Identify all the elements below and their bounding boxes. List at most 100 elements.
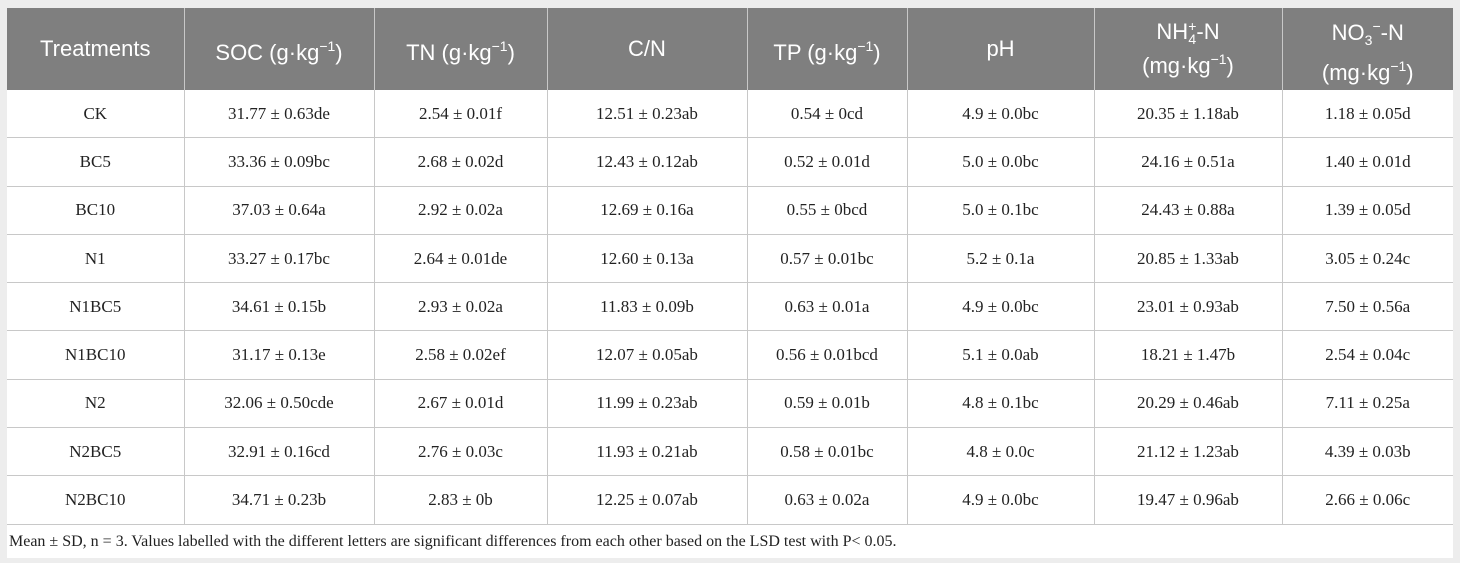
header-text: -N <box>1196 18 1220 44</box>
header-cell: C/N <box>547 8 748 90</box>
table-cell: 20.35 ± 1.18ab <box>1094 90 1283 139</box>
table-cell: 1.39 ± 0.05d <box>1282 186 1453 235</box>
table-cell: N2BC10 <box>7 475 185 525</box>
table-cell: 2.83 ± 0b <box>374 475 548 525</box>
table-row: N2BC5 32.91 ± 0.16cd 2.76 ± 0.03c 11.93 ± 0… <box>7 427 1453 477</box>
table-cell: N1BC5 <box>7 282 185 332</box>
header-line: pH <box>912 36 1090 62</box>
table-cell: 24.43 ± 0.88a <box>1094 186 1283 235</box>
table-cell: 2.64 ± 0.01de <box>374 234 548 284</box>
table-cell: 0.56 ± 0.01bcd <box>747 330 908 380</box>
table-cell: 4.8 ± 0.0c <box>907 427 1095 477</box>
header-text: NO <box>1331 19 1365 45</box>
table-cell: 4.9 ± 0.0bc <box>907 90 1095 139</box>
header-text: (mg·kg <box>1142 53 1211 79</box>
table-row: CK 31.77 ± 0.63de 2.54 ± 0.01f 12.51 ± 0.23… <box>7 90 1453 139</box>
header-cell: pH <box>907 8 1095 90</box>
table-cell: 7.50 ± 0.56a <box>1282 282 1453 332</box>
header-text: (mg·kg <box>1321 59 1391 85</box>
header-text: NH <box>1156 18 1189 44</box>
table-cell: 0.55 ± 0bcd <box>747 186 908 235</box>
header-cell: SOC (g·kg−1) <box>184 8 375 90</box>
table-cell: 5.1 ± 0.0ab <box>907 330 1095 380</box>
table-cell: 12.69 ± 0.16a <box>547 186 748 235</box>
table-cell: N2BC5 <box>7 427 185 477</box>
table-cell: 23.01 ± 0.93ab <box>1094 282 1283 332</box>
table-cell: 18.21 ± 1.47b <box>1094 330 1283 380</box>
header-text: ) <box>335 39 343 65</box>
table-cell: N2 <box>7 379 185 429</box>
table-cell: 0.63 ± 0.01a <box>747 282 908 332</box>
table-cell: 7.11 ± 0.25a <box>1282 379 1453 429</box>
header-text: ) <box>1406 59 1414 85</box>
table-cell: 34.71 ± 0.23b <box>184 475 375 525</box>
superscript: −1 <box>319 37 336 54</box>
table-cell: 5.0 ± 0.0bc <box>907 137 1095 187</box>
table-cell: 33.27 ± 0.17bc <box>184 234 375 284</box>
table-cell: 37.03 ± 0.64a <box>184 186 375 235</box>
table-cell: 0.58 ± 0.01bc <box>747 427 908 477</box>
table-row: N1 33.27 ± 0.17bc 2.64 ± 0.01de 12.60 ± 0.1… <box>7 234 1453 284</box>
table-cell: 5.2 ± 0.1a <box>907 234 1095 284</box>
superscript: + <box>1188 18 1197 35</box>
table-row: N1BC10 31.17 ± 0.13e 2.58 ± 0.02ef 12.07 ± … <box>7 330 1453 380</box>
header-text: Treatments <box>40 36 151 61</box>
table-cell: 11.93 ± 0.21ab <box>547 427 748 477</box>
header-cell: TN (g·kg−1) <box>374 8 548 90</box>
table-cell: 0.57 ± 0.01bc <box>747 234 908 284</box>
table-cell: 4.39 ± 0.03b <box>1282 427 1453 477</box>
table-row: N2 32.06 ± 0.50cde 2.67 ± 0.01d 11.99 ± 0.2… <box>7 379 1453 429</box>
table-cell: 20.85 ± 1.33ab <box>1094 234 1283 284</box>
header-row: Treatments SOC (g·kg−1) TN (g·kg−1) C/N TP (… <box>7 8 1453 90</box>
header-text: SOC (g·kg <box>215 39 320 65</box>
header-text: ) <box>873 39 881 65</box>
table-cell: 20.29 ± 0.46ab <box>1094 379 1283 429</box>
table-cell: 3.05 ± 0.24c <box>1282 234 1453 284</box>
header-line: (mg·kg−1) <box>1287 53 1450 86</box>
table-cell: 5.0 ± 0.1bc <box>907 186 1095 235</box>
table-cell: 34.61 ± 0.15b <box>184 282 375 332</box>
header-line: SOC (g·kg−1) <box>189 33 370 66</box>
header-line: Treatments <box>11 36 180 62</box>
table-cell: 24.16 ± 0.51a <box>1094 137 1283 187</box>
table-cell: BC10 <box>7 186 185 235</box>
table-cell: 2.92 ± 0.02a <box>374 186 548 235</box>
table-cell: N1BC10 <box>7 330 185 380</box>
table-cell: 2.76 ± 0.03c <box>374 427 548 477</box>
table-cell: 2.68 ± 0.02d <box>374 137 548 187</box>
table-cell: 2.54 ± 0.01f <box>374 90 548 139</box>
superscript: − <box>1372 17 1381 34</box>
table-cell: 2.67 ± 0.01d <box>374 379 548 429</box>
table-cell: 2.66 ± 0.06c <box>1282 475 1453 525</box>
sup-sub: +4 <box>1188 18 1197 46</box>
table-cell: 4.9 ± 0.0bc <box>907 282 1095 332</box>
table-cell: 0.59 ± 0.01b <box>747 379 908 429</box>
table-cell: 12.51 ± 0.23ab <box>547 90 748 139</box>
header-text: TN (g·kg <box>406 39 492 65</box>
table-cell: 0.63 ± 0.02a <box>747 475 908 525</box>
table-cell: 2.54 ± 0.04c <box>1282 330 1453 380</box>
table-cell: 0.54 ± 0cd <box>747 90 908 139</box>
table-cell: 1.40 ± 0.01d <box>1282 137 1453 187</box>
table-cell: 19.47 ± 0.96ab <box>1094 475 1283 525</box>
table-cell: 11.83 ± 0.09b <box>547 282 748 332</box>
table-cell: 4.8 ± 0.1bc <box>907 379 1095 429</box>
table-cell: 32.06 ± 0.50cde <box>184 379 375 429</box>
table-body: CK 31.77 ± 0.63de 2.54 ± 0.01f 12.51 ± 0.23… <box>7 90 1453 525</box>
table-cell: 2.93 ± 0.02a <box>374 282 548 332</box>
header-line: (mg·kg−1) <box>1099 46 1278 79</box>
superscript: −1 <box>857 37 874 54</box>
table-cell: 31.17 ± 0.13e <box>184 330 375 380</box>
header-cell: Treatments <box>7 8 185 90</box>
header-text: TP (g·kg <box>773 39 858 65</box>
header-text: ) <box>507 39 515 65</box>
table-cell: 12.07 ± 0.05ab <box>547 330 748 380</box>
header-line: C/N <box>552 36 743 62</box>
table-cell: 2.58 ± 0.02ef <box>374 330 548 380</box>
superscript: −1 <box>1210 51 1227 68</box>
header-cell: TP (g·kg−1) <box>747 8 908 90</box>
table-cell: 0.52 ± 0.01d <box>747 137 908 187</box>
table-cell: 4.9 ± 0.0bc <box>907 475 1095 525</box>
data-table: Treatments SOC (g·kg−1) TN (g·kg−1) C/N TP (… <box>7 8 1453 525</box>
